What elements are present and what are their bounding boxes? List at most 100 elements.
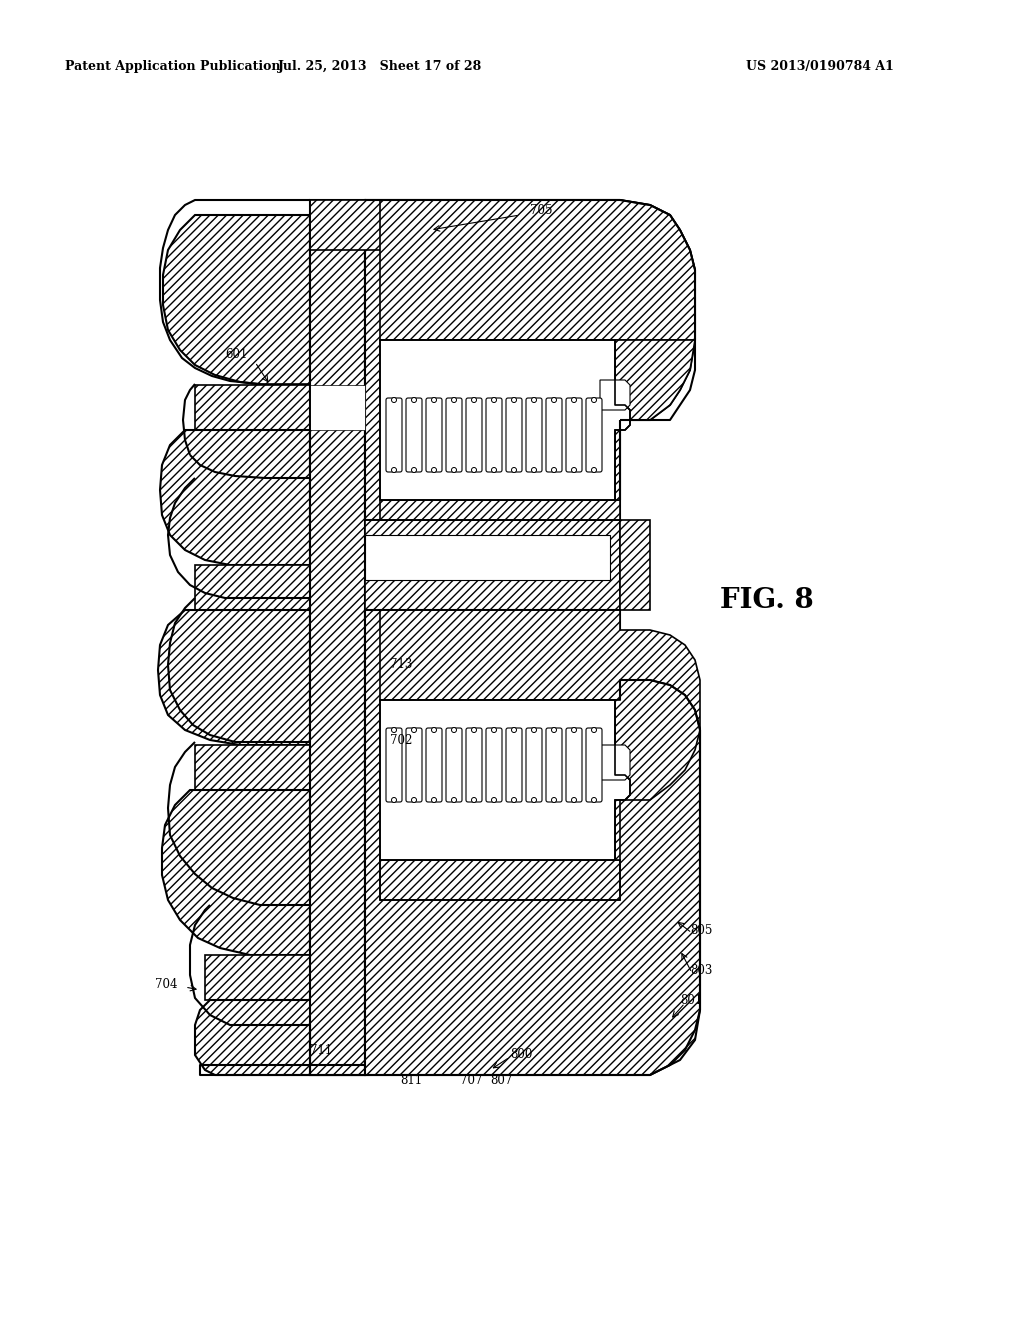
- Ellipse shape: [571, 797, 577, 803]
- Polygon shape: [380, 341, 630, 500]
- Polygon shape: [195, 1001, 365, 1074]
- Polygon shape: [615, 341, 695, 500]
- Ellipse shape: [571, 397, 577, 403]
- Ellipse shape: [391, 467, 396, 473]
- Polygon shape: [600, 744, 630, 780]
- Polygon shape: [195, 565, 310, 610]
- Ellipse shape: [452, 727, 457, 733]
- Polygon shape: [365, 535, 610, 579]
- Ellipse shape: [552, 797, 556, 803]
- Polygon shape: [195, 744, 310, 789]
- FancyBboxPatch shape: [406, 729, 422, 803]
- Ellipse shape: [571, 727, 577, 733]
- Text: 707: 707: [460, 1073, 482, 1086]
- Ellipse shape: [471, 727, 476, 733]
- Polygon shape: [380, 700, 630, 861]
- Ellipse shape: [492, 397, 497, 403]
- FancyBboxPatch shape: [486, 729, 502, 803]
- FancyBboxPatch shape: [426, 399, 442, 473]
- Text: 711: 711: [310, 1044, 332, 1056]
- FancyBboxPatch shape: [486, 399, 502, 473]
- Ellipse shape: [531, 797, 537, 803]
- Ellipse shape: [512, 797, 516, 803]
- Text: 713: 713: [390, 659, 413, 672]
- Ellipse shape: [492, 727, 497, 733]
- Ellipse shape: [412, 797, 417, 803]
- Polygon shape: [195, 385, 310, 430]
- Ellipse shape: [391, 397, 396, 403]
- FancyBboxPatch shape: [546, 399, 562, 473]
- Text: Jul. 25, 2013   Sheet 17 of 28: Jul. 25, 2013 Sheet 17 of 28: [278, 59, 482, 73]
- Ellipse shape: [531, 467, 537, 473]
- Ellipse shape: [512, 397, 516, 403]
- Text: US 2013/0190784 A1: US 2013/0190784 A1: [746, 59, 894, 73]
- Ellipse shape: [492, 467, 497, 473]
- FancyBboxPatch shape: [526, 399, 542, 473]
- Ellipse shape: [592, 397, 597, 403]
- FancyBboxPatch shape: [506, 399, 522, 473]
- Ellipse shape: [452, 397, 457, 403]
- Polygon shape: [310, 385, 365, 430]
- Text: 704: 704: [155, 978, 177, 991]
- FancyBboxPatch shape: [506, 729, 522, 803]
- Ellipse shape: [512, 467, 516, 473]
- Polygon shape: [600, 380, 630, 411]
- FancyBboxPatch shape: [466, 729, 482, 803]
- Text: FIG. 8: FIG. 8: [720, 586, 814, 614]
- Ellipse shape: [531, 727, 537, 733]
- Polygon shape: [365, 201, 695, 520]
- Polygon shape: [620, 520, 650, 610]
- Polygon shape: [310, 201, 400, 249]
- FancyBboxPatch shape: [386, 399, 402, 473]
- Text: Patent Application Publication: Patent Application Publication: [65, 59, 281, 73]
- Polygon shape: [380, 201, 695, 341]
- Ellipse shape: [452, 467, 457, 473]
- FancyBboxPatch shape: [446, 729, 462, 803]
- Text: 601: 601: [225, 348, 248, 362]
- Ellipse shape: [452, 797, 457, 803]
- FancyBboxPatch shape: [586, 729, 602, 803]
- Polygon shape: [310, 201, 365, 1074]
- Ellipse shape: [492, 797, 497, 803]
- FancyBboxPatch shape: [586, 399, 602, 473]
- Ellipse shape: [391, 727, 396, 733]
- Polygon shape: [365, 520, 620, 610]
- Ellipse shape: [531, 397, 537, 403]
- Ellipse shape: [471, 467, 476, 473]
- Polygon shape: [380, 861, 620, 900]
- Ellipse shape: [391, 797, 396, 803]
- Ellipse shape: [552, 397, 556, 403]
- Text: 800: 800: [510, 1048, 532, 1061]
- Text: 705: 705: [530, 203, 553, 216]
- Ellipse shape: [412, 727, 417, 733]
- Polygon shape: [162, 789, 310, 954]
- FancyBboxPatch shape: [406, 399, 422, 473]
- FancyBboxPatch shape: [426, 729, 442, 803]
- Ellipse shape: [431, 797, 436, 803]
- FancyBboxPatch shape: [566, 729, 582, 803]
- Polygon shape: [615, 680, 700, 861]
- FancyBboxPatch shape: [566, 399, 582, 473]
- Text: 801: 801: [680, 994, 702, 1006]
- Polygon shape: [380, 610, 700, 730]
- Polygon shape: [163, 215, 310, 385]
- Ellipse shape: [471, 397, 476, 403]
- FancyBboxPatch shape: [526, 729, 542, 803]
- Ellipse shape: [412, 467, 417, 473]
- Ellipse shape: [431, 467, 436, 473]
- Ellipse shape: [571, 467, 577, 473]
- FancyBboxPatch shape: [386, 729, 402, 803]
- FancyBboxPatch shape: [546, 729, 562, 803]
- Ellipse shape: [512, 727, 516, 733]
- Polygon shape: [158, 610, 310, 744]
- Ellipse shape: [552, 467, 556, 473]
- Ellipse shape: [431, 397, 436, 403]
- Ellipse shape: [592, 797, 597, 803]
- Text: 805: 805: [690, 924, 713, 936]
- FancyBboxPatch shape: [446, 399, 462, 473]
- Ellipse shape: [592, 727, 597, 733]
- Polygon shape: [365, 610, 700, 1074]
- Ellipse shape: [552, 727, 556, 733]
- Text: 807: 807: [490, 1073, 512, 1086]
- Polygon shape: [380, 500, 620, 520]
